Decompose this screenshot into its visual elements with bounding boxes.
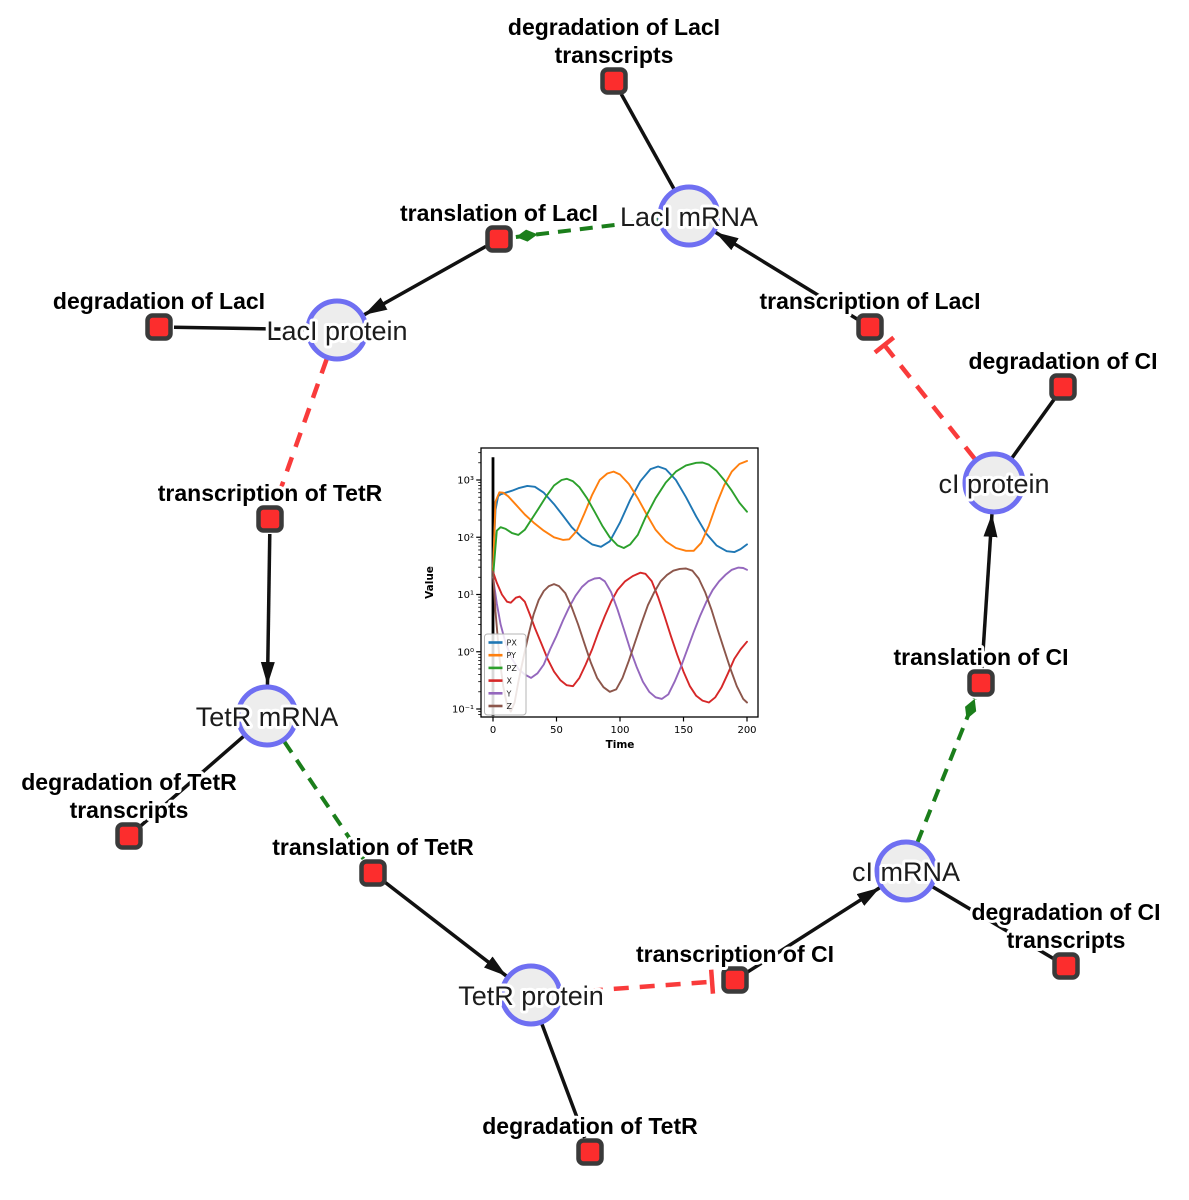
legend-label-X: X bbox=[507, 677, 513, 686]
legend-box bbox=[484, 633, 527, 716]
reaction-node-translation-laci[interactable] bbox=[485, 225, 513, 253]
species-node-laci-mrna[interactable] bbox=[657, 184, 721, 248]
reaction-label-deg-ci: degradation of CI bbox=[968, 348, 1157, 374]
edge-inhibition-ci-protein-to-transcription-laci[interactable] bbox=[873, 335, 977, 461]
reaction-label-deg-laci: degradation of LacI bbox=[53, 288, 265, 314]
reaction-node-deg-laci[interactable] bbox=[145, 313, 173, 341]
edge-product-transcription-ci-to-ci-mrna[interactable] bbox=[746, 886, 881, 974]
series-line-PX bbox=[492, 465, 748, 569]
y-tick-label: 10³ bbox=[457, 476, 474, 487]
reaction-label-deg-tetr: degradation of TetR bbox=[482, 1113, 698, 1139]
reaction-label-translation-laci: translation of LacI bbox=[400, 200, 598, 226]
species-label-laci-mrna: LacI mRNA bbox=[620, 202, 758, 232]
reaction-node-deg-laci-transcripts[interactable] bbox=[600, 67, 628, 95]
reaction-label-deg-ci-transcripts-line1: degradation of CI bbox=[971, 899, 1160, 925]
edge-modifier-laci-mrna-to-translation-laci[interactable] bbox=[515, 217, 659, 242]
x-tick-label: 50 bbox=[550, 725, 563, 736]
time-course-plot: 10⁻¹ 10⁰ 10¹ 10² 10³ 0 50 100 150 200 Time Value PX P… bbox=[424, 447, 759, 751]
x-tick-label: 150 bbox=[674, 725, 693, 736]
species-label-tetr-protein: TetR protein bbox=[458, 981, 604, 1011]
species-node-ci-protein[interactable] bbox=[962, 451, 1026, 515]
series-line-PZ bbox=[492, 461, 748, 579]
edge-reactant-laci-mrna-to-deg-laci-transcripts[interactable] bbox=[619, 93, 676, 190]
legend-label-PY: PY bbox=[507, 651, 517, 660]
plot-frame bbox=[480, 447, 759, 718]
edge-reactant-ci-mrna-to-deg-ci-transcripts[interactable] bbox=[931, 885, 1054, 960]
reaction-node-transcription-ci[interactable] bbox=[721, 966, 749, 994]
legend-label-Z: Z bbox=[507, 702, 513, 711]
edge-reactant-tetr-mrna-to-deg-tetr-transcripts[interactable] bbox=[139, 735, 245, 828]
species-label-laci-protein: LacI protein bbox=[266, 316, 407, 346]
species-label-ci-protein: cI protein bbox=[938, 469, 1049, 499]
reaction-node-deg-tetr-transcripts[interactable] bbox=[115, 822, 143, 850]
reaction-node-deg-tetr[interactable] bbox=[576, 1138, 604, 1166]
species-label-tetr-mrna: TetR mRNA bbox=[196, 702, 339, 732]
y-axis-label: Value bbox=[424, 566, 436, 599]
edge-product-translation-laci-to-laci-protein[interactable] bbox=[363, 244, 487, 317]
reaction-label-transcription-ci: transcription of CI bbox=[636, 941, 834, 967]
x-axis-label: Time bbox=[606, 739, 635, 751]
labels-layer: degradation of LacItranscriptstranslatio… bbox=[18, 11, 1163, 1142]
legend-label-PX: PX bbox=[507, 639, 518, 648]
reaction-node-translation-tetr[interactable] bbox=[359, 859, 387, 887]
reaction-node-translation-ci[interactable] bbox=[967, 669, 995, 697]
series-line-PY bbox=[492, 460, 748, 573]
x-tick-label: 200 bbox=[737, 725, 756, 736]
series-line-Y bbox=[492, 566, 748, 700]
edge-reactant-laci-protein-to-deg-laci[interactable] bbox=[173, 325, 307, 332]
nodes-layer bbox=[115, 67, 1080, 1166]
reaction-label-transcription-laci: transcription of LacI bbox=[759, 288, 980, 314]
edge-inhibition-laci-protein-to-transcription-tetr[interactable] bbox=[265, 358, 329, 504]
reaction-label-deg-tetr-transcripts-line1: degradation of TetR bbox=[21, 769, 237, 795]
reaction-label-deg-tetr-transcripts-line2: transcripts bbox=[70, 797, 189, 823]
species-node-ci-mrna[interactable] bbox=[874, 839, 938, 903]
reaction-node-deg-ci-transcripts[interactable] bbox=[1052, 952, 1080, 980]
edges-layer bbox=[139, 93, 1056, 1139]
reaction-label-translation-ci: translation of CI bbox=[893, 644, 1068, 670]
edge-product-transcription-tetr-to-tetr-mrna[interactable] bbox=[260, 533, 275, 686]
x-tick-label: 0 bbox=[490, 725, 496, 736]
edge-product-translation-ci-to-ci-protein[interactable] bbox=[980, 513, 998, 669]
x-tick-label: 100 bbox=[610, 725, 629, 736]
y-tick-label: 10⁰ bbox=[457, 647, 474, 658]
species-node-tetr-mrna[interactable] bbox=[235, 684, 299, 748]
species-node-laci-protein[interactable] bbox=[305, 298, 369, 362]
legend-label-PZ: PZ bbox=[507, 664, 518, 673]
edge-reactant-ci-protein-to-deg-ci[interactable] bbox=[1010, 398, 1056, 459]
series-line-X bbox=[492, 570, 748, 704]
y-tick-label: 10² bbox=[457, 533, 474, 544]
reaction-label-deg-laci-transcripts-line1: degradation of LacI bbox=[508, 14, 720, 40]
reaction-node-deg-ci[interactable] bbox=[1049, 373, 1077, 401]
edge-modifier-ci-mrna-to-translation-ci[interactable] bbox=[915, 698, 977, 843]
y-tick-label: 10¹ bbox=[457, 590, 474, 601]
edge-reactant-tetr-protein-to-deg-tetr[interactable] bbox=[540, 1023, 587, 1139]
edge-product-transcription-laci-to-laci-mrna[interactable] bbox=[714, 230, 859, 321]
reaction-label-deg-ci-transcripts-line2: transcripts bbox=[1007, 927, 1126, 953]
legend-label-Y: Y bbox=[506, 689, 512, 698]
reaction-node-transcription-tetr[interactable] bbox=[256, 505, 284, 533]
species-node-tetr-protein[interactable] bbox=[499, 963, 563, 1027]
edge-product-translation-tetr-to-tetr-protein[interactable] bbox=[383, 880, 508, 978]
y-tick-label: 10⁻¹ bbox=[452, 705, 474, 716]
reaction-label-translation-tetr: translation of TetR bbox=[272, 834, 474, 860]
species-label-ci-mrna: cI mRNA bbox=[852, 857, 960, 887]
edge-modifier-tetr-mrna-to-translation-tetr[interactable] bbox=[282, 740, 366, 861]
reaction-node-transcription-laci[interactable] bbox=[856, 313, 884, 341]
reaction-label-deg-laci-transcripts-line2: transcripts bbox=[555, 42, 674, 68]
reaction-label-transcription-tetr: transcription of TetR bbox=[158, 480, 383, 506]
